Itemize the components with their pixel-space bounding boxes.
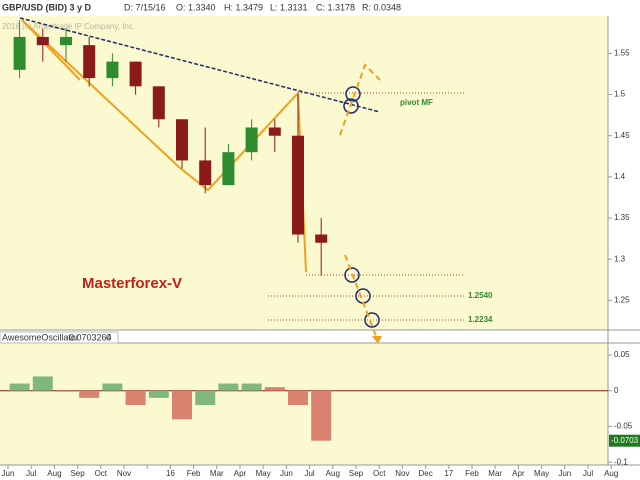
trend-line	[19, 17, 381, 113]
x-tick-label: Aug	[326, 469, 340, 478]
x-tick-label: Mar	[488, 469, 502, 478]
y-tick-label: 1.4	[614, 172, 626, 181]
x-tick-label: Oct	[95, 469, 108, 478]
header-item: H: 1.3479	[224, 2, 263, 12]
x-tick-label: Nov	[395, 469, 409, 478]
oscillator-bar	[148, 390, 169, 398]
x-tick-label: 17	[444, 469, 453, 478]
x-tick-label: Aug	[47, 469, 61, 478]
oscillator-header	[0, 331, 119, 344]
oscillator-bar	[32, 376, 53, 391]
oscillator-bar	[56, 390, 76, 392]
value-tag	[609, 434, 640, 447]
x-tick-label: Jul	[26, 469, 36, 478]
oscillator-bar	[264, 387, 285, 391]
x-tick-label: May	[256, 469, 271, 478]
oscillator-bar	[195, 390, 216, 405]
candle-body	[199, 160, 212, 186]
zigzag	[21, 19, 81, 81]
oscillator-bar	[241, 383, 262, 391]
x-tick-label: Mar	[210, 469, 224, 478]
oscillator-bar	[218, 383, 239, 391]
oscillator-last: -0.0703264	[66, 332, 112, 342]
y-tick-label: 1.45	[614, 131, 630, 140]
candle-body	[315, 234, 328, 243]
x-tick-label: Aug	[604, 469, 618, 478]
y-tick-label: -0.05	[614, 422, 633, 431]
header-item: R: 0.0348	[362, 2, 401, 12]
candle-body	[268, 127, 281, 136]
arrow-head	[372, 336, 382, 344]
oscillator-bar	[125, 390, 146, 405]
candle-body	[60, 36, 72, 46]
x-tick-label: Jun	[280, 469, 293, 478]
brand-label: Masterforex-V	[82, 275, 182, 292]
x-tick-label: Jun	[558, 469, 571, 478]
x-tick-label: Oct	[373, 469, 386, 478]
candle-body	[176, 119, 188, 161]
pivot-label: pivot MF	[400, 98, 433, 107]
x-tick-label: Dec	[418, 469, 432, 478]
marker-circle	[345, 86, 361, 102]
candle-body	[222, 152, 235, 186]
marker-circle	[364, 312, 380, 328]
y-tick-label: 1.25	[614, 295, 630, 304]
x-tick-label: Sep	[70, 469, 85, 478]
oscillator-bar	[9, 383, 30, 391]
marker-circle	[344, 267, 360, 283]
header-item: D: 7/15/16	[124, 2, 166, 12]
x-tick-label: Apr	[512, 469, 525, 478]
x-tick-label: Apr	[234, 469, 247, 478]
projection	[339, 63, 381, 136]
x-tick-label: Jul	[583, 469, 593, 478]
x-tick-label: Sep	[349, 469, 364, 478]
candle-body	[129, 61, 142, 87]
y-tick-label: 0.05	[614, 350, 630, 359]
value-tag-label: -0.0703	[611, 436, 639, 445]
oscillator-bar	[172, 390, 192, 420]
candle-body	[152, 86, 165, 120]
x-tick-label: Nov	[117, 469, 131, 478]
y-tick-label: -0.1	[614, 457, 628, 466]
x-tick-label: Feb	[465, 469, 479, 478]
oscillator-zero: 0	[106, 332, 111, 342]
oscillator-title: AwesomeOscillator	[2, 332, 79, 342]
symbol: GBP/USD (BID) 3 y D	[2, 2, 92, 12]
candle-body	[13, 36, 26, 70]
candle-body	[36, 36, 49, 46]
x-tick-label: May	[534, 469, 549, 478]
oscillator-bar	[102, 383, 123, 391]
y-tick-label: 1.35	[614, 213, 630, 222]
x-tick-label: 16	[166, 469, 175, 478]
marker-circle	[343, 98, 359, 114]
oscillator-bar	[79, 390, 100, 398]
candle-body	[292, 135, 304, 235]
y-tick-label: 1.55	[614, 49, 630, 58]
y-tick-label: 1.5	[614, 90, 626, 99]
candle-body	[245, 127, 258, 153]
oscillator-bar	[311, 390, 332, 441]
projection	[344, 254, 377, 337]
x-tick-label: Feb	[187, 469, 201, 478]
y-tick-label: 1.3	[614, 254, 626, 263]
y-tick-label: 0	[614, 386, 619, 395]
watermark: 2016 (c) Ameritrade IP Company, Inc.	[2, 22, 135, 31]
oscillator-bar	[288, 390, 308, 405]
x-tick-label: Jul	[304, 469, 314, 478]
x-tick-label: Jun	[2, 469, 15, 478]
header-item: O: 1.3340	[176, 2, 216, 12]
level-label: 1.2540	[468, 291, 493, 300]
candle-body	[83, 45, 96, 79]
level-label: 1.2234	[468, 315, 493, 324]
header-item: C: 1.3178	[316, 2, 355, 12]
header-item: L: 1.3131	[270, 2, 308, 12]
candle-body	[106, 61, 119, 79]
